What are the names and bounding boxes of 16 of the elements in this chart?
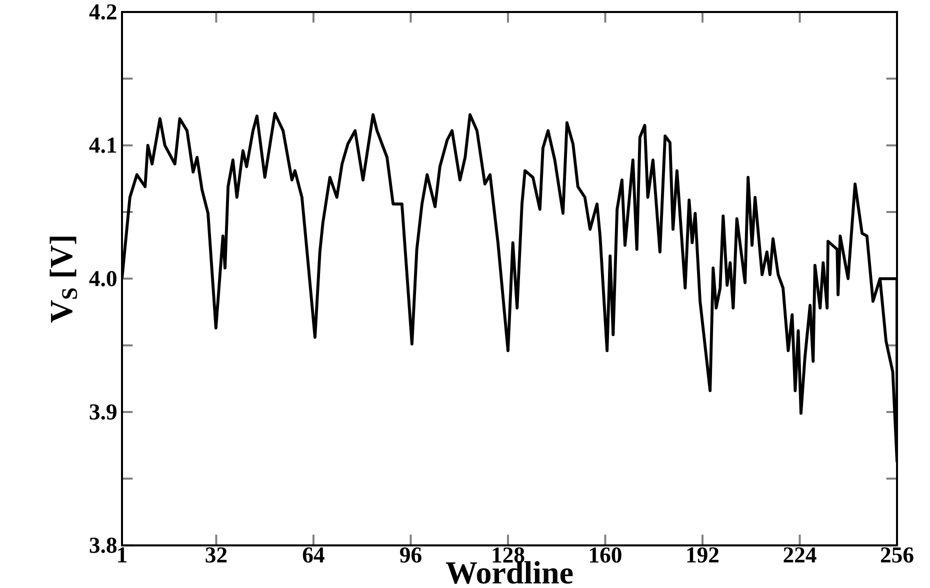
- x-tick-label: 1: [118, 547, 126, 562]
- x-tick-label: 64: [302, 547, 324, 563]
- y-tick-label: 3.8: [90, 538, 117, 554]
- x-tick-label: 128: [492, 547, 524, 563]
- x-tick-label: 32: [206, 547, 227, 563]
- x-tick-label: 224: [784, 547, 816, 562]
- y-tick-label: 3.9: [90, 404, 116, 420]
- x-axis-title: Wordline: [446, 561, 573, 584]
- x-tick-label: 192: [687, 547, 719, 563]
- y-tick-label: 4.1: [89, 138, 116, 153]
- y-axis-title: V$_{S}$ [V]: [50, 236, 78, 323]
- y-tick-label: 4.0: [89, 270, 116, 286]
- x-tick-label: 96: [400, 547, 422, 563]
- x-tick-label: 256: [880, 547, 914, 563]
- y-tick-label: 4.2: [89, 4, 116, 20]
- x-tick-label: 160: [590, 547, 622, 563]
